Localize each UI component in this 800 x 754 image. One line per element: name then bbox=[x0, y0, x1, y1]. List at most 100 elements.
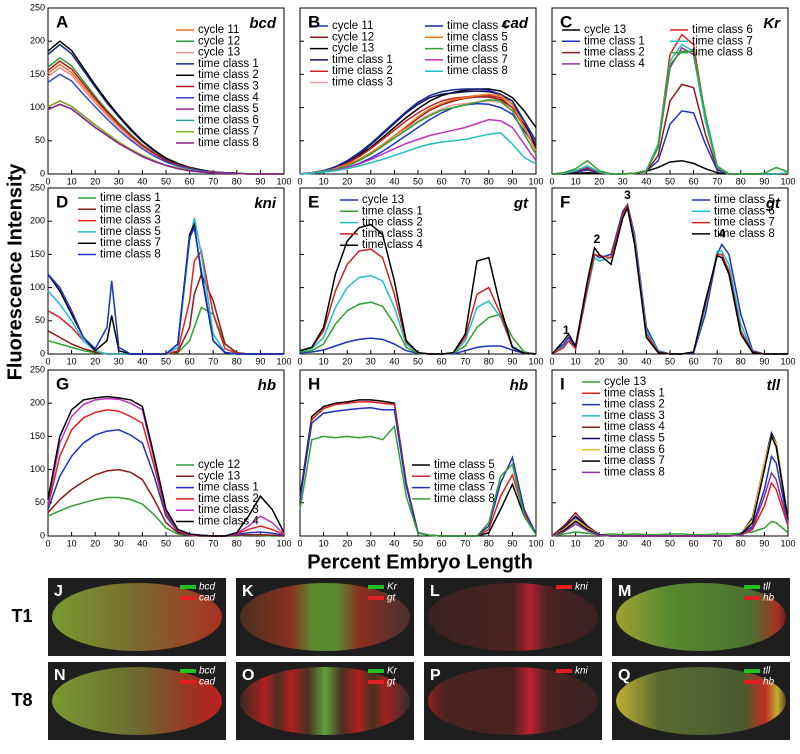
x-tick-label: 0 bbox=[45, 538, 50, 548]
plot-frame bbox=[551, 369, 789, 537]
x-tick-label: 20 bbox=[342, 538, 352, 548]
gene-title: gt bbox=[513, 195, 529, 212]
gene-swatch bbox=[180, 680, 196, 684]
legend-label: time class 1 bbox=[362, 205, 423, 217]
peak-annotation: 3 bbox=[624, 188, 631, 202]
x-tick-label: 50 bbox=[161, 538, 171, 548]
x-tick-label: 90 bbox=[255, 356, 265, 366]
x-tick-label: 0 bbox=[549, 176, 554, 186]
panel-letter: Q bbox=[618, 667, 630, 684]
y-tick-label: 150 bbox=[30, 249, 45, 259]
x-tick-label: 100 bbox=[780, 356, 795, 366]
x-tick-label: 40 bbox=[137, 538, 147, 548]
legend-label: time class 2 bbox=[198, 69, 259, 81]
x-tick-label: 40 bbox=[389, 176, 399, 186]
legend-label: time class 7 bbox=[100, 237, 161, 249]
gene-legend-label: gt bbox=[387, 593, 397, 604]
x-tick-label: 0 bbox=[549, 538, 554, 548]
panel-letter: F bbox=[560, 192, 570, 211]
legend-label: time class 3 bbox=[198, 81, 259, 93]
gene-swatch bbox=[368, 596, 384, 600]
legend-label: time class 8 bbox=[447, 65, 508, 77]
series-line bbox=[47, 429, 285, 537]
x-tick-label: 70 bbox=[460, 176, 470, 186]
y-tick-label: 250 bbox=[30, 364, 45, 374]
x-tick-label: 30 bbox=[114, 538, 124, 548]
series-line bbox=[47, 225, 284, 355]
row-label: T1 bbox=[11, 606, 32, 626]
gene-swatch bbox=[180, 585, 196, 589]
x-tick-label: 30 bbox=[618, 176, 628, 186]
x-tick-label: 80 bbox=[484, 356, 494, 366]
x-tick-label: 20 bbox=[594, 538, 604, 548]
x-tick-label: 10 bbox=[571, 176, 581, 186]
x-tick-label: 0 bbox=[45, 356, 50, 366]
x-tick-label: 50 bbox=[161, 176, 171, 186]
legend-label: time class 5 bbox=[714, 194, 775, 206]
legend-label: time class 8 bbox=[604, 466, 665, 478]
gene-legend-label: Kr bbox=[387, 666, 398, 677]
series-line bbox=[299, 118, 537, 175]
x-tick-label: 30 bbox=[114, 356, 124, 366]
panel-letter: J bbox=[54, 583, 63, 600]
series-line bbox=[299, 98, 537, 175]
panel-letter: B bbox=[308, 12, 320, 31]
legend-label: time class 6 bbox=[714, 205, 775, 217]
x-tick-label: 70 bbox=[460, 538, 470, 548]
legend-label: time class 6 bbox=[434, 470, 495, 482]
series-line bbox=[47, 306, 284, 355]
embryo bbox=[240, 583, 410, 651]
x-tick-label: 100 bbox=[780, 176, 795, 186]
x-tick-label: 40 bbox=[389, 538, 399, 548]
legend-label: cycle 12 bbox=[332, 31, 374, 43]
y-tick-label: 200 bbox=[30, 36, 45, 46]
series-line bbox=[299, 401, 537, 537]
embryo bbox=[52, 667, 222, 735]
x-tick-label: 40 bbox=[641, 356, 651, 366]
gene-title: kni bbox=[254, 195, 277, 212]
legend-label: time class 3 bbox=[100, 215, 161, 227]
embryo bbox=[240, 667, 410, 735]
gene-swatch bbox=[368, 680, 384, 684]
gene-swatch bbox=[556, 669, 572, 673]
legend-label: time class 5 bbox=[100, 226, 161, 238]
panel-letter: L bbox=[430, 583, 440, 600]
gene-legend-label: hb bbox=[763, 593, 775, 604]
x-tick-label: 70 bbox=[208, 356, 218, 366]
x-tick-label: 60 bbox=[689, 176, 699, 186]
panel-letter: K bbox=[242, 583, 254, 600]
embryo bbox=[428, 583, 598, 651]
legend-label: cycle 13 bbox=[584, 24, 626, 36]
legend-label: time class 6 bbox=[198, 114, 259, 126]
series-line bbox=[299, 100, 537, 175]
legend-label: time class 2 bbox=[584, 47, 645, 59]
gene-legend-label: bcd bbox=[199, 582, 216, 593]
legend-label: time class 2 bbox=[100, 203, 161, 215]
y-tick-label: 200 bbox=[30, 398, 45, 408]
x-tick-label: 50 bbox=[665, 538, 675, 548]
x-tick-label: 50 bbox=[665, 356, 675, 366]
legend-label: time class 5 bbox=[198, 103, 259, 115]
series-line bbox=[47, 272, 284, 355]
x-tick-label: 90 bbox=[255, 538, 265, 548]
legend-label: cycle 13 bbox=[198, 47, 240, 59]
series-line bbox=[551, 110, 788, 175]
x-tick-label: 90 bbox=[759, 176, 769, 186]
series-line bbox=[551, 471, 789, 537]
gene-legend-label: kni bbox=[575, 666, 589, 677]
x-tick-label: 100 bbox=[780, 538, 795, 548]
x-tick-label: 90 bbox=[507, 356, 517, 366]
legend-label: time class 2 bbox=[362, 217, 423, 229]
x-tick-label: 0 bbox=[549, 356, 554, 366]
series-line bbox=[551, 434, 789, 537]
legend-label: time class 4 bbox=[447, 20, 508, 32]
y-tick-label: 0 bbox=[40, 530, 45, 540]
legend-label: time class 4 bbox=[198, 92, 259, 104]
x-tick-label: 60 bbox=[185, 176, 195, 186]
gene-swatch bbox=[368, 669, 384, 673]
legend-label: time class 7 bbox=[604, 455, 665, 467]
series-line bbox=[299, 399, 537, 537]
x-tick-label: 30 bbox=[366, 176, 376, 186]
y-tick-label: 100 bbox=[30, 102, 45, 112]
